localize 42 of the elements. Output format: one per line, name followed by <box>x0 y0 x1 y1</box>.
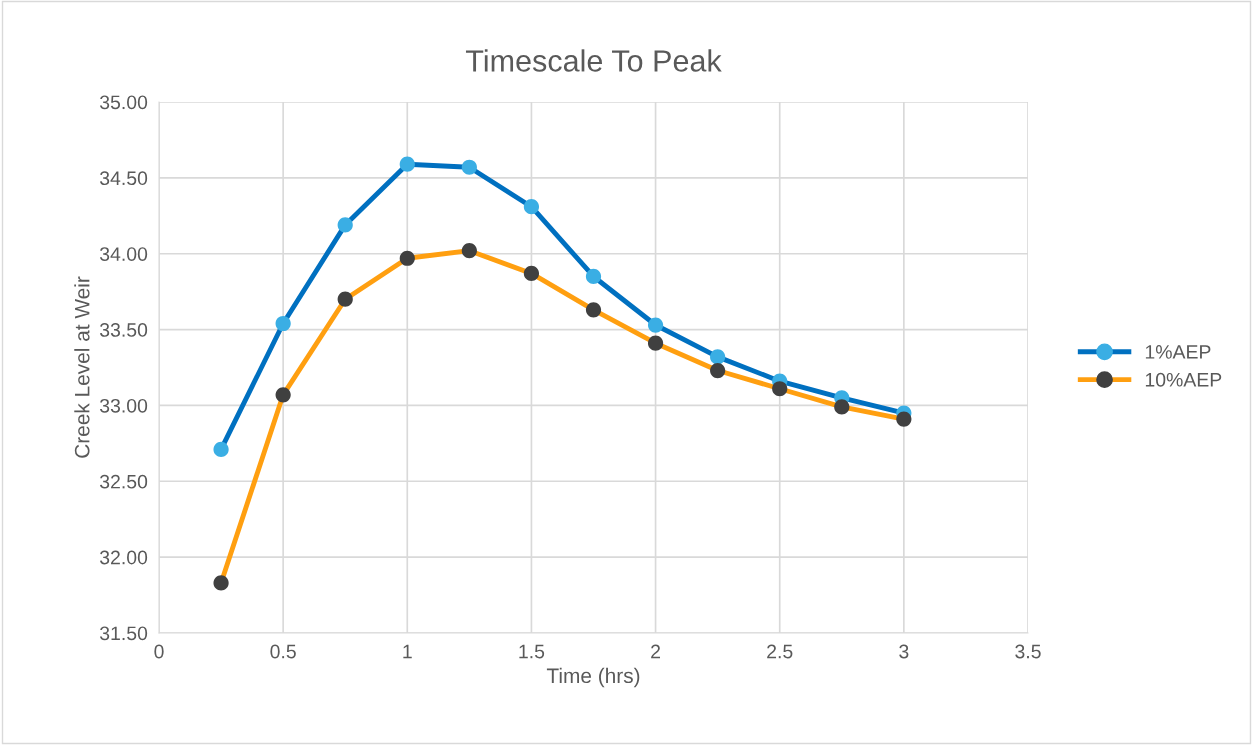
point <box>337 291 353 307</box>
x-tick-label: 2.5 <box>767 644 793 659</box>
point <box>461 159 477 175</box>
x-tick-label: 1.5 <box>519 644 545 659</box>
point <box>337 217 353 233</box>
y-tick-label: 32.00 <box>99 550 148 565</box>
point <box>647 335 664 351</box>
point <box>710 362 726 379</box>
point <box>213 441 229 458</box>
point <box>461 243 477 259</box>
point <box>399 250 415 266</box>
point <box>523 265 540 282</box>
x-axis-title: Time (hrs) <box>546 667 640 688</box>
y-tick-label: 31.50 <box>99 626 148 641</box>
point <box>275 387 291 403</box>
x-tick-label: 2 <box>651 644 660 659</box>
y-tick-label: 33.50 <box>99 323 148 337</box>
point <box>523 199 540 215</box>
point <box>585 302 602 318</box>
point <box>834 399 850 415</box>
y-tick-label: 35.00 <box>99 95 148 110</box>
x-tick-label: 3.5 <box>1015 644 1041 659</box>
point <box>896 411 912 427</box>
y-tick-label: 34.50 <box>99 171 148 186</box>
point <box>772 381 788 397</box>
point <box>275 315 291 332</box>
x-tick-label: 1 <box>403 644 412 659</box>
legend-label: 1%AEP <box>1145 345 1211 359</box>
y-tick-label: 34.00 <box>99 247 148 261</box>
point <box>585 268 602 285</box>
y-tick-label: 32.50 <box>99 474 148 489</box>
point <box>399 156 415 172</box>
x-tick-label: 0.5 <box>270 644 296 659</box>
point <box>213 575 229 591</box>
x-tick-label: 3 <box>899 644 909 659</box>
x-tick-label: 0 <box>154 644 164 659</box>
y-axis-title: Creek Level at Weir <box>74 276 90 458</box>
y-tick-label: 33.00 <box>99 398 148 413</box>
chart-title: Timescale To Peak <box>465 49 722 72</box>
point <box>710 349 726 365</box>
legend-label: 10%AEP <box>1145 372 1222 387</box>
point <box>647 317 664 333</box>
